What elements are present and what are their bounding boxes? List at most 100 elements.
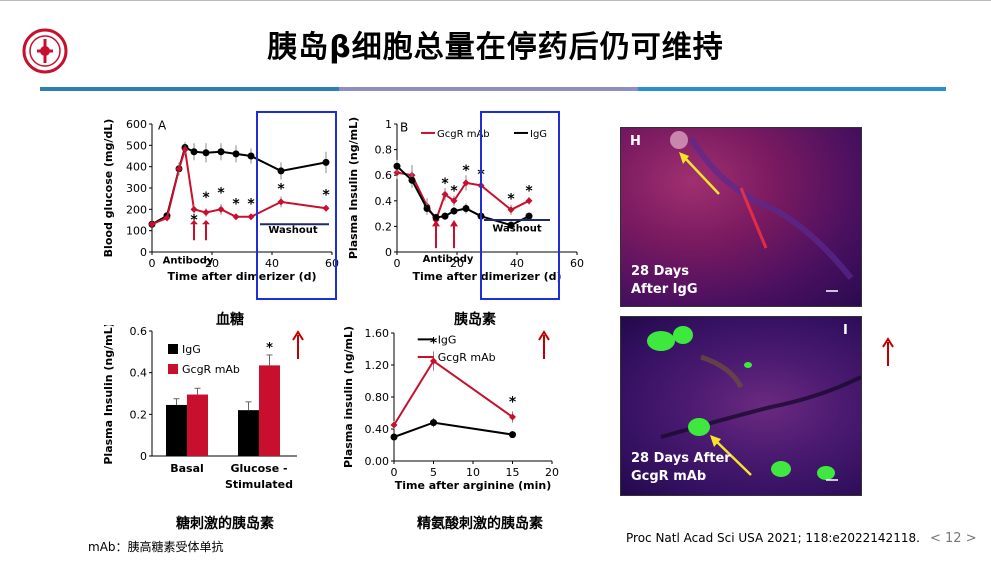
y-tick-label: 0.2 xyxy=(375,220,393,233)
data-point xyxy=(148,220,156,228)
data-point xyxy=(247,152,255,160)
category-label: Glucose - xyxy=(230,462,287,475)
y-tick-label: 0.6 xyxy=(375,169,393,182)
micrograph-i-label-2: GcgR mAb xyxy=(631,469,707,484)
panel-letter: B xyxy=(400,121,408,135)
data-point xyxy=(525,197,533,205)
significance-asterisk: * xyxy=(217,186,225,202)
data-point xyxy=(390,433,398,441)
category-label: Basal xyxy=(170,462,204,475)
legend-label: IgG xyxy=(438,333,457,346)
y-tick-label: 0 xyxy=(140,450,147,463)
micrograph-h: H 28 Days After IgG xyxy=(620,127,862,307)
washout-box xyxy=(256,111,337,300)
y-tick-label: 0.8 xyxy=(375,144,393,157)
data-point xyxy=(462,179,470,187)
data-point xyxy=(423,204,431,212)
data-point xyxy=(462,204,470,212)
significance-asterisk: * xyxy=(232,196,240,212)
x-axis-label: Time after arginine (min) xyxy=(395,479,552,492)
data-point xyxy=(507,221,515,229)
data-point xyxy=(190,148,198,156)
y-tick-label: 0.4 xyxy=(375,195,393,208)
x-tick-label: 0 xyxy=(391,466,398,479)
series-line-IgG xyxy=(393,421,513,438)
data-point xyxy=(181,146,189,154)
x-tick-label: 10 xyxy=(466,466,480,479)
up-arrow-icon xyxy=(882,337,894,366)
reference: Proc Natl Acad Sci USA 2021; 118:e202214… xyxy=(626,531,920,545)
annotation-washout: Washout xyxy=(268,225,317,236)
hospital-seal-logo xyxy=(22,28,68,74)
annotation-antibody: Antibody xyxy=(163,256,214,267)
annotation-antibody: Antibody xyxy=(423,254,474,265)
data-point xyxy=(217,148,225,156)
bar xyxy=(187,394,208,456)
micrograph-i-letter: I xyxy=(843,323,848,338)
significance-asterisk: * xyxy=(190,212,198,228)
up-arrow-icon xyxy=(538,330,550,359)
y-tick-label: 1 xyxy=(385,118,392,131)
y-tick-label: 0.6 xyxy=(130,325,148,338)
y-tick-label: 100 xyxy=(126,225,147,238)
x-axis-label: Time after dimerizer (d) xyxy=(167,270,316,283)
antibody-arrowhead-icon xyxy=(190,220,198,225)
y-tick-label: 0.00 xyxy=(365,455,390,468)
title-divider-bar xyxy=(40,87,946,91)
y-tick-label: 400 xyxy=(126,161,147,174)
y-tick-label: 1.60 xyxy=(365,327,390,340)
data-point xyxy=(390,421,398,429)
series-line-GcgR-mAb xyxy=(151,149,327,226)
significance-asterisk: * xyxy=(462,163,470,179)
bar xyxy=(166,404,187,456)
slide-title: 胰岛β细胞总量在停药后仍可维持 xyxy=(267,30,724,65)
data-point xyxy=(202,209,210,217)
bar xyxy=(238,410,259,456)
data-point xyxy=(507,206,515,214)
y-tick-label: 0.40 xyxy=(365,423,390,436)
x-tick-label: 5 xyxy=(430,466,437,479)
legend-label: IgG xyxy=(530,129,547,140)
x-tick-label: 40 xyxy=(510,257,524,270)
data-point xyxy=(441,212,449,220)
washout-box xyxy=(480,111,560,300)
legend-label: IgG xyxy=(182,343,201,356)
y-axis-label: Plasma Insulin (ng/mL) xyxy=(347,117,360,259)
y-tick-label: 0.4 xyxy=(130,367,148,380)
significance-asterisk: * xyxy=(430,335,438,351)
micrograph-h-letter: H xyxy=(630,134,641,149)
data-point xyxy=(247,213,255,221)
data-point xyxy=(232,150,240,158)
significance-asterisk: * xyxy=(202,190,210,206)
y-tick-label: 1.20 xyxy=(365,359,390,372)
significance-asterisk: * xyxy=(507,191,515,207)
micrograph-h-label-1: 28 Days xyxy=(631,264,689,279)
micrograph-h-features xyxy=(670,131,854,292)
x-tick-label: 20 xyxy=(450,257,464,270)
data-point xyxy=(450,197,458,205)
y-tick-label: 500 xyxy=(126,139,147,152)
data-point xyxy=(202,149,210,157)
antibody-arrowhead-icon xyxy=(432,220,440,227)
y-tick-label: 200 xyxy=(126,203,147,216)
series-line-GcgR-mAb xyxy=(396,171,530,223)
annotation-washout: Washout xyxy=(492,224,541,235)
data-point xyxy=(277,167,285,175)
caption-c: 糖刺激的胰岛素 xyxy=(176,516,274,532)
y-axis-label: Blood glucose (mg/dL) xyxy=(102,119,115,258)
micrograph-i: I 28 Days After GcgR mAb xyxy=(620,316,862,496)
y-tick-label: 300 xyxy=(126,182,147,195)
antibody-arrowhead-icon xyxy=(450,220,458,227)
chart-b-plasma-insulin: 0 0.2 0.4 0.6 0.8 1 0 20 40 60 Time after dimerize… xyxy=(347,111,584,300)
data-point xyxy=(175,165,183,173)
page-number: < 12 > xyxy=(930,531,977,546)
chart-c-glucose-stimulated: 0 0.2 0.4 0.6 Plasma Insulin (ng/mL) * Basal Gl… xyxy=(102,325,297,491)
x-tick-label: 0 xyxy=(149,257,156,270)
data-point xyxy=(432,213,440,221)
y-axis-label: Plasma insulin (ng/mL) xyxy=(342,326,355,468)
data-point xyxy=(163,214,171,222)
x-tick-label: 15 xyxy=(506,466,520,479)
data-point xyxy=(509,413,516,421)
